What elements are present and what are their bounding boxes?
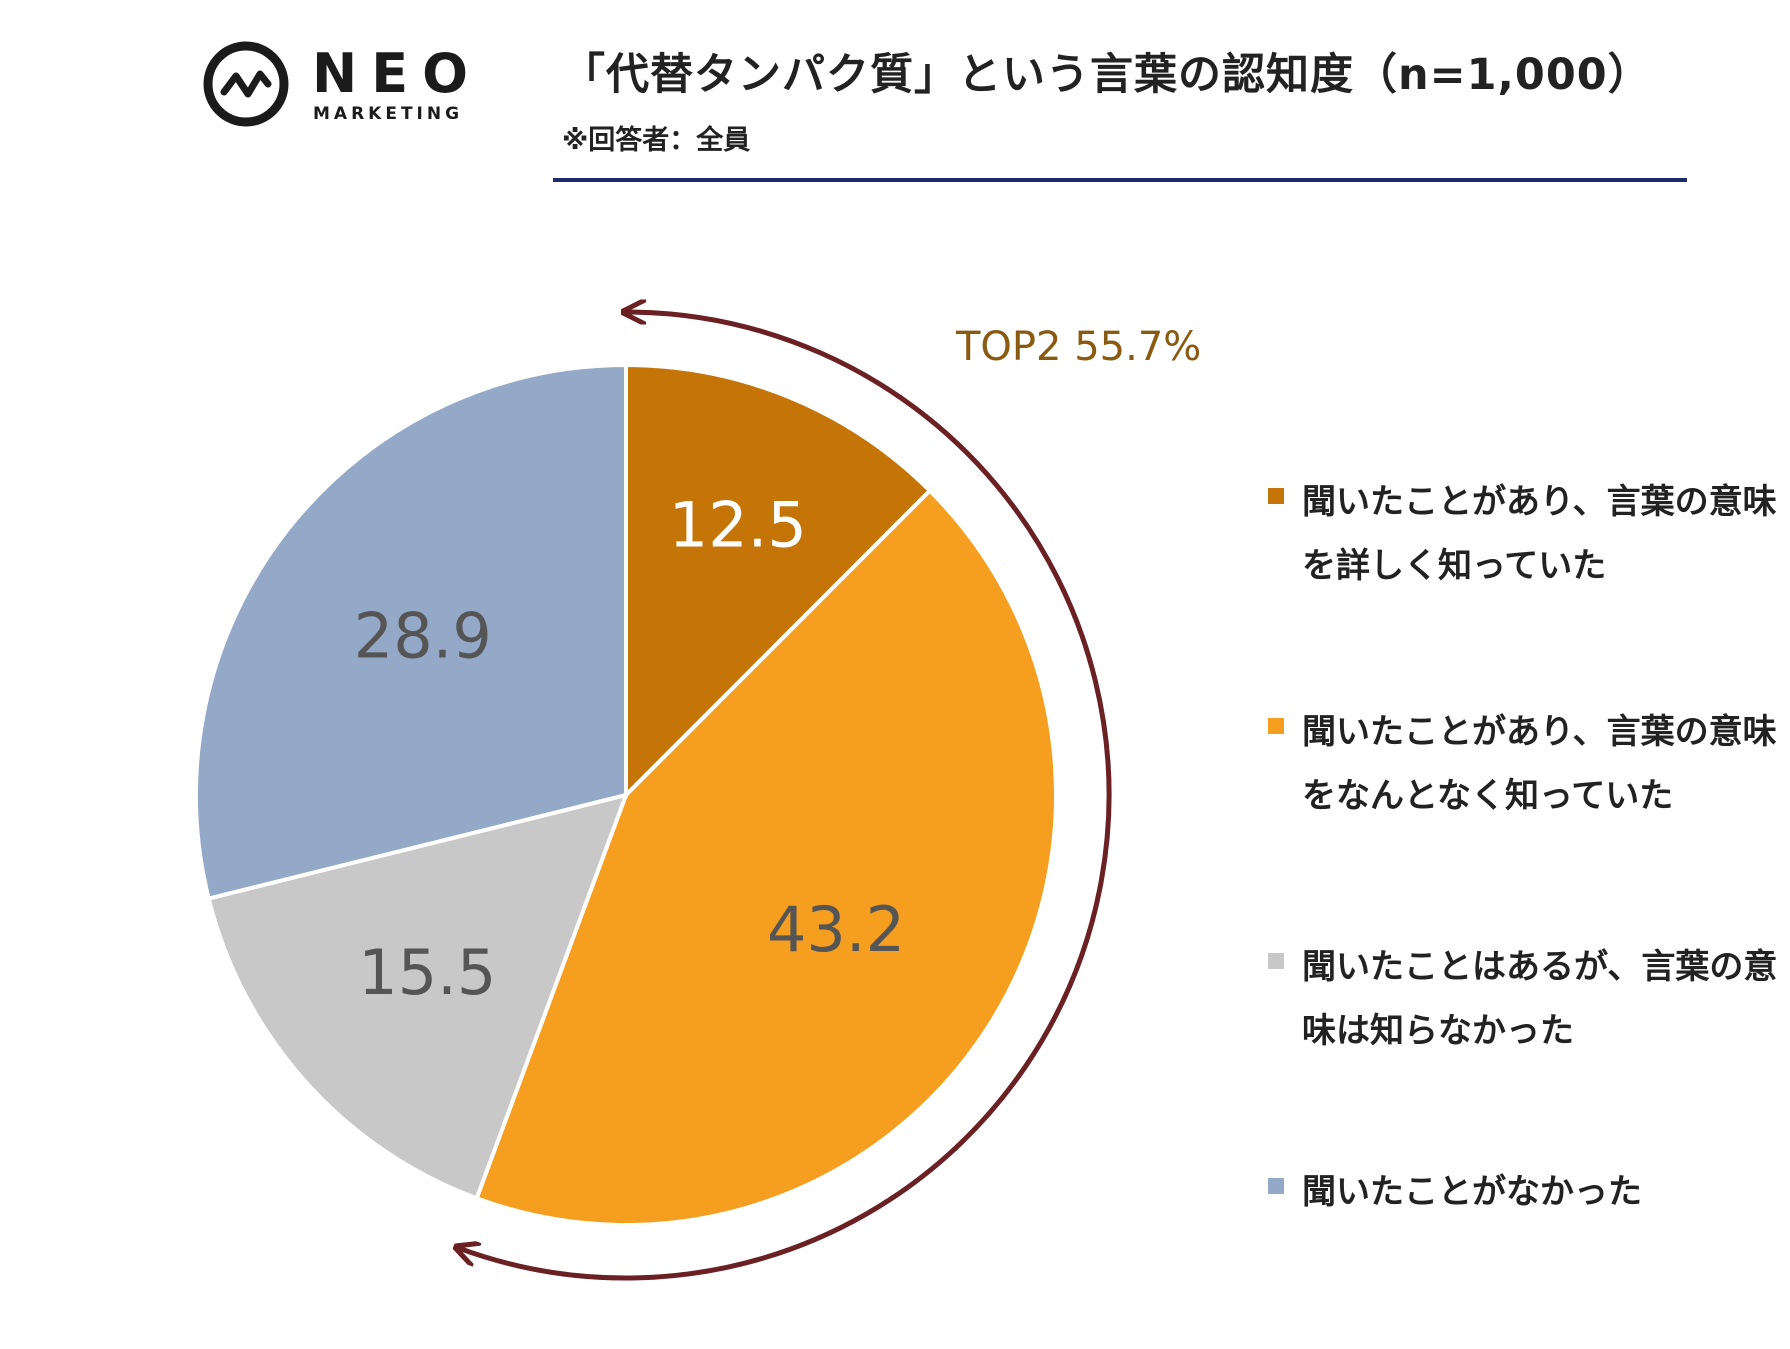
slice-value-label-1: 12.5 (669, 488, 807, 561)
brand-logo: NEO MARKETING (200, 38, 490, 138)
neo-logo-icon (203, 41, 289, 127)
legend-label: 聞いたことがなかった (1302, 1172, 1642, 1212)
legend-label: 聞いたことはあるが、言葉の意味は知らなかった (1302, 947, 1778, 1051)
legend-item-4: 聞いたことがなかった (1268, 1160, 1778, 1224)
slice-value-label-3: 15.5 (358, 936, 496, 1009)
legend-swatch (1268, 953, 1284, 969)
page-subtitle: ※回答者：全員 (562, 125, 751, 156)
legend-item-2: 聞いたことがあり、言葉の意味をなんとなく知っていた (1268, 700, 1778, 828)
slice-value-label-4: 28.9 (354, 600, 492, 673)
legend-label: 聞いたことがあり、言葉の意味をなんとなく知っていた (1302, 712, 1777, 816)
legend-label: 聞いたことがあり、言葉の意味を詳しく知っていた (1302, 482, 1777, 586)
brand-name: NEO (312, 42, 482, 105)
top2-bracket-arrow (458, 312, 1112, 1281)
legend-swatch (1268, 1178, 1284, 1194)
pie-slice-1 (624, 362, 933, 800)
title-divider (553, 178, 1687, 182)
brand-tagline: MARKETING (313, 104, 464, 124)
page-title: 「代替タンパク質」という言葉の認知度（n=1,000） (562, 50, 1652, 100)
legend-swatch (1268, 718, 1284, 734)
legend-item-1: 聞いたことがあり、言葉の意味を詳しく知っていた (1268, 470, 1778, 598)
legend-item-3: 聞いたことはあるが、言葉の意味は知らなかった (1268, 935, 1778, 1063)
legend-swatch (1268, 488, 1284, 504)
slice-value-label-2: 43.2 (767, 893, 905, 966)
top2-annotation: TOP2 55.7% (955, 324, 1201, 370)
